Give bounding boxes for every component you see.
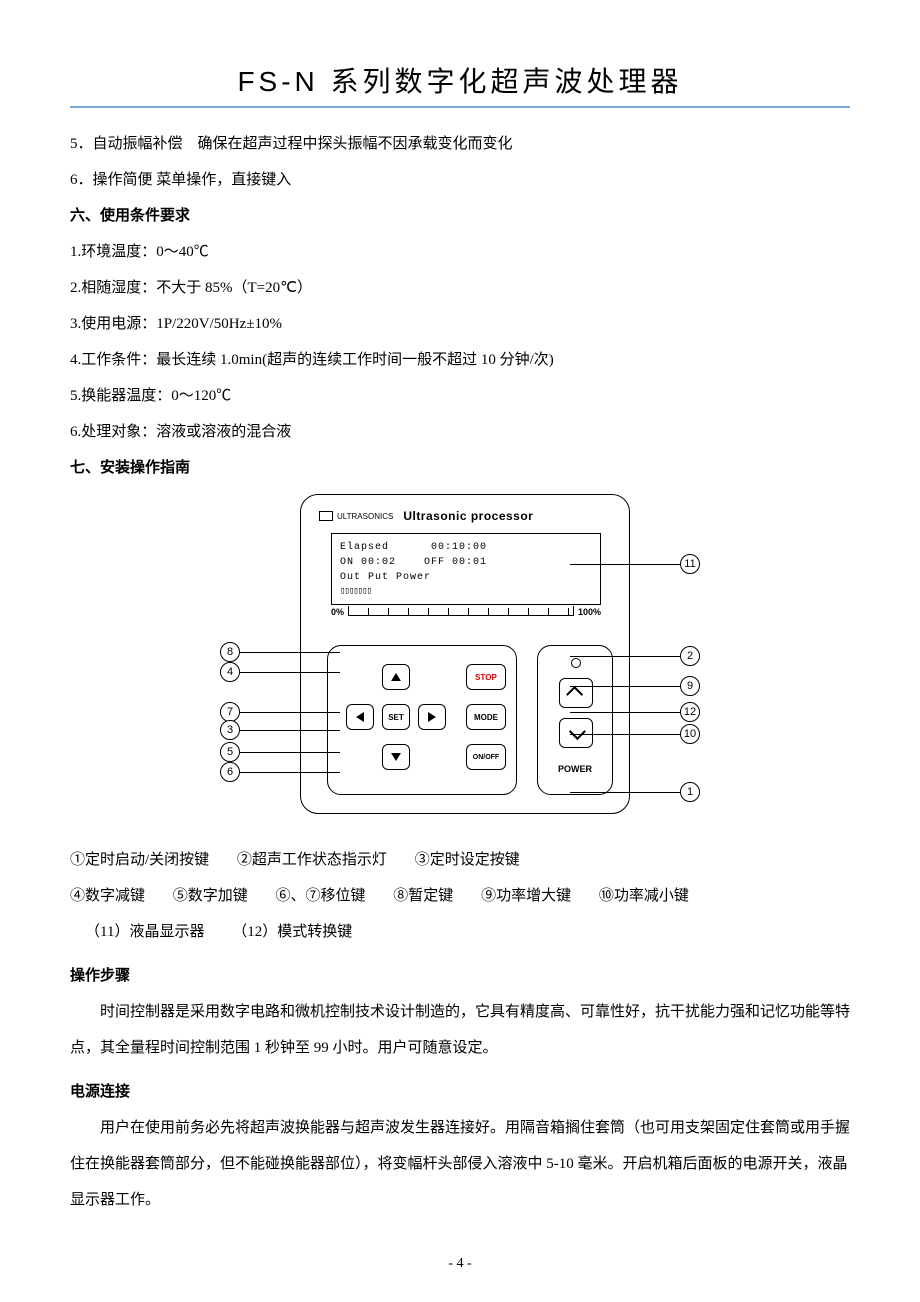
power-scale: 0% 100% (331, 607, 601, 617)
scale-0: 0% (331, 607, 344, 617)
intro-line-6: 6．操作简便 菜单操作，直接键入 (70, 162, 850, 198)
legend-5: ⑤数字加键 (173, 878, 248, 914)
legend-10: ⑩功率减小键 (599, 878, 689, 914)
legend-9: ⑨功率增大键 (481, 878, 571, 914)
s6-item-4: 4.工作条件：最长连续 1.0min(超声的连续工作时间一般不超过 10 分钟/… (70, 342, 850, 378)
callout-9: 9 (680, 676, 700, 696)
lcd-blocks: ▯▯▯▯▯▯▯ (340, 585, 592, 599)
s6-item-3: 3.使用电源：1P/220V/50Hz±10% (70, 306, 850, 342)
ops-para: 时间控制器是采用数字电路和微机控制技术设计制造的，它具有精度高、可靠性好，抗干扰… (70, 994, 850, 1066)
brand-title: Ultrasonic processor (403, 509, 533, 523)
callout-6: 6 (220, 762, 240, 782)
lead-line (570, 686, 680, 687)
power-down-button[interactable] (559, 718, 593, 748)
callout-10: 10 (680, 724, 700, 744)
down-button[interactable] (382, 744, 410, 770)
lead-line (240, 752, 340, 753)
power-panel: POWER (537, 645, 613, 795)
brand-row: ULTRASONICS Ultrasonic processor (319, 509, 533, 523)
control-panel-diagram: ULTRASONICS Ultrasonic processor Elapsed… (190, 494, 730, 824)
callout-2: 2 (680, 646, 700, 666)
set-button[interactable]: SET (382, 704, 410, 730)
status-led (571, 658, 581, 668)
legend-8: ⑧暂定键 (393, 878, 453, 914)
left-button[interactable] (346, 704, 374, 730)
legend-2: ②超声工作状态指示灯 (237, 842, 387, 878)
scale-ticks (348, 608, 574, 616)
lead-line (240, 772, 340, 773)
legend-4: ④数字减键 (70, 878, 145, 914)
legend-row-3: （11）液晶显示器 （12）模式转换键 (70, 914, 850, 950)
legend-3: ③定时设定按键 (415, 842, 520, 878)
s6-item-5: 5.换能器温度：0～120℃ (70, 378, 850, 414)
lead-line (570, 564, 680, 565)
lcd-line-2: ON 00:02 OFF 00:01 (340, 555, 592, 570)
legend-12: （12）模式转换键 (232, 914, 352, 950)
lead-line (240, 652, 340, 653)
brand-logo-icon (319, 511, 333, 521)
callout-11: 11 (680, 554, 700, 574)
intro-line-5: 5．自动振幅补偿 确保在超声过程中探头振幅不因承载变化而变化 (70, 126, 850, 162)
lcd-line-1: Elapsed 00:10:00 (340, 540, 592, 555)
lead-line (240, 712, 340, 713)
onoff-button[interactable]: ON/OFF (466, 744, 506, 770)
power-up-button[interactable] (559, 678, 593, 708)
lead-line (570, 712, 680, 713)
mode-button[interactable]: MODE (466, 704, 506, 730)
lead-line (570, 734, 680, 735)
panel-outline: ULTRASONICS Ultrasonic processor Elapsed… (300, 494, 630, 814)
right-button[interactable] (418, 704, 446, 730)
callout-1: 1 (680, 782, 700, 802)
section-7-heading: 七、安装操作指南 (70, 450, 850, 486)
legend-6-7: ⑥、⑦移位键 (276, 878, 366, 914)
stop-button[interactable]: STOP (466, 664, 506, 690)
s6-item-2: 2.相随湿度：不大于 85%（T=20℃） (70, 270, 850, 306)
callout-4: 4 (220, 662, 240, 682)
legend-11: （11）液晶显示器 (85, 914, 204, 950)
legend-row-2: ④数字减键 ⑤数字加键 ⑥、⑦移位键 ⑧暂定键 ⑨功率增大键 ⑩功率减小键 (70, 878, 850, 914)
scale-100: 100% (578, 607, 601, 617)
ops-heading: 操作步骤 (70, 958, 850, 994)
keypad: SET STOP MODE ON/OFF (327, 645, 517, 795)
section-6-heading: 六、使用条件要求 (70, 198, 850, 234)
lead-line (570, 792, 680, 793)
up-button[interactable] (382, 664, 410, 690)
callout-3: 3 (220, 720, 240, 740)
brand-small-text: ULTRASONICS (337, 512, 393, 521)
power-heading: 电源连接 (70, 1074, 850, 1110)
callout-8: 8 (220, 642, 240, 662)
s6-item-1: 1.环境温度：0～40℃ (70, 234, 850, 270)
lcd-line-3: Out Put Power (340, 570, 592, 585)
power-para: 用户在使用前务必先将超声波换能器与超声波发生器连接好。用隔音箱搁住套筒（也可用支… (70, 1110, 850, 1218)
callout-7: 7 (220, 702, 240, 722)
page-title: FS-N 系列数字化超声波处理器 (70, 60, 850, 108)
lead-line (570, 656, 680, 657)
page-number: - 4 - (0, 1256, 920, 1272)
lead-line (240, 730, 340, 731)
s6-item-6: 6.处理对象：溶液或溶液的混合液 (70, 414, 850, 450)
power-label: POWER (558, 764, 592, 774)
legend-1: ①定时启动/关闭按键 (70, 842, 209, 878)
callout-12: 12 (680, 702, 700, 722)
callout-5: 5 (220, 742, 240, 762)
legend-row-1: ①定时启动/关闭按键 ②超声工作状态指示灯 ③定时设定按键 (70, 842, 850, 878)
lcd-screen: Elapsed 00:10:00 ON 00:02 OFF 00:01 Out … (331, 533, 601, 605)
lead-line (240, 672, 340, 673)
